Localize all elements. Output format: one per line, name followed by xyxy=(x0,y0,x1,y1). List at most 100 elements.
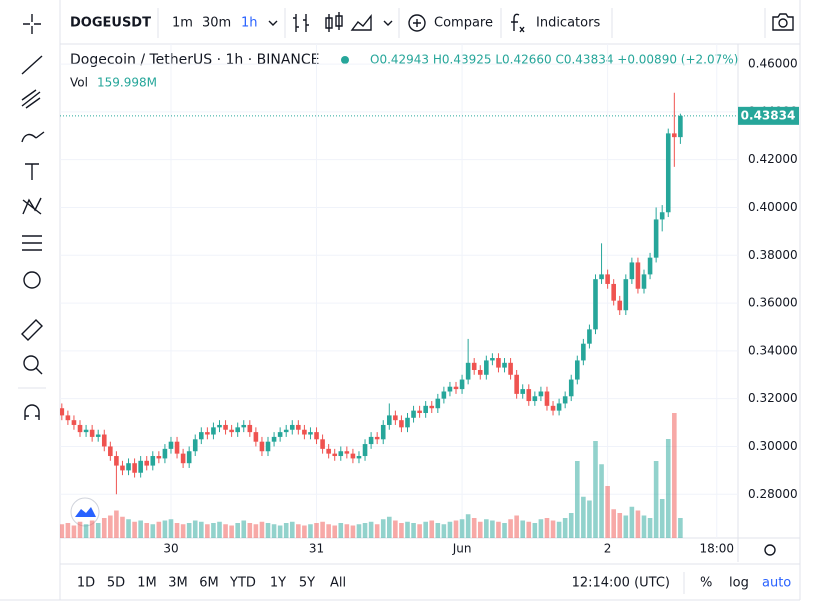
candle-body xyxy=(241,424,247,428)
volume-bar xyxy=(605,486,610,538)
volume-bar xyxy=(192,520,198,538)
range-button[interactable]: YTD xyxy=(229,576,256,591)
candle-body xyxy=(71,420,77,425)
measure-tool[interactable] xyxy=(21,319,43,341)
volume-bar xyxy=(174,523,180,538)
magnet-tool[interactable] xyxy=(24,404,40,420)
interval[interactable]: 30m xyxy=(202,16,231,31)
emoji-tool[interactable] xyxy=(23,271,41,289)
range-button[interactable]: 1D xyxy=(77,576,95,591)
candle-body xyxy=(114,456,119,466)
indicators-icon[interactable] xyxy=(511,13,525,33)
range-button[interactable]: 3M xyxy=(168,576,188,591)
trend-line-tool[interactable] xyxy=(21,55,43,75)
interval-active[interactable]: 1h xyxy=(241,16,258,31)
range-button[interactable]: All xyxy=(330,576,346,591)
candle-body xyxy=(344,451,350,454)
volume-bar xyxy=(95,523,101,538)
y-tick-label: 0.42000 xyxy=(748,152,798,166)
candle-body xyxy=(599,274,604,280)
volume-bar xyxy=(241,520,247,538)
interval[interactable]: 1m xyxy=(172,16,193,31)
volume-bar xyxy=(623,515,629,538)
logo-badge[interactable] xyxy=(70,497,100,527)
volume-bar xyxy=(144,523,150,538)
zoom-tool-handle xyxy=(35,367,43,375)
volume-bar xyxy=(490,520,495,538)
compare-plus xyxy=(413,19,421,27)
candle-body xyxy=(126,463,131,471)
candle-body xyxy=(308,432,313,435)
fib-tool[interactable] xyxy=(21,89,41,109)
style-dropdown[interactable] xyxy=(383,20,393,26)
candle-body xyxy=(386,415,392,425)
candle-body xyxy=(477,369,483,375)
candle-body xyxy=(156,456,162,459)
volume-bar xyxy=(138,520,143,538)
volume-bar xyxy=(180,524,186,538)
volume-bar xyxy=(162,520,168,538)
range-button[interactable]: 6M xyxy=(199,576,219,591)
zoom-tool[interactable] xyxy=(23,355,39,371)
volume-bar xyxy=(417,524,422,538)
volume-bar xyxy=(435,523,441,538)
volume-bar xyxy=(641,515,647,538)
range-button[interactable]: 5Y xyxy=(299,576,315,591)
candle-body xyxy=(423,405,428,414)
crosshair-tool[interactable] xyxy=(23,14,41,34)
pattern-tool[interactable] xyxy=(22,197,42,215)
brush-tool[interactable] xyxy=(21,131,45,143)
symbol[interactable]: DOGEUSDT xyxy=(70,16,151,31)
volume-bar xyxy=(508,519,513,538)
volume-bar xyxy=(338,523,344,538)
snapshot-button[interactable] xyxy=(772,13,794,31)
candle-body xyxy=(199,432,204,440)
volume-bar xyxy=(308,524,313,538)
volume-bar xyxy=(332,525,338,538)
volume-bar xyxy=(429,520,435,538)
indicators-button[interactable]: Indicators xyxy=(536,16,600,31)
range-button[interactable]: 1Y xyxy=(270,576,286,591)
volume-bar xyxy=(247,523,253,538)
volume-bar xyxy=(441,524,447,538)
compare-button[interactable]: Compare xyxy=(434,16,493,31)
candle-body xyxy=(484,360,489,375)
range-button[interactable]: 5D xyxy=(107,576,125,591)
percent-toggle[interactable]: % xyxy=(700,576,712,591)
candle-body xyxy=(380,424,386,440)
candle-body xyxy=(538,391,544,397)
volume-bar xyxy=(296,524,301,538)
volume-bar xyxy=(199,521,204,538)
x-tick-label: 30 xyxy=(163,542,178,556)
area-style[interactable] xyxy=(350,14,372,31)
candle-body xyxy=(623,279,629,311)
volume-bar xyxy=(326,524,331,538)
volume-bar xyxy=(653,461,659,538)
volume-bar xyxy=(132,521,137,538)
candle-body xyxy=(605,274,610,284)
candle-body xyxy=(429,405,435,409)
volume-bar xyxy=(562,518,568,538)
volume-bar xyxy=(629,506,635,538)
candle-body xyxy=(101,434,107,447)
auto-toggle[interactable]: auto xyxy=(762,576,791,591)
text-tool[interactable] xyxy=(25,163,39,180)
volume-bar xyxy=(532,523,538,538)
range-button[interactable]: 1M xyxy=(137,576,157,591)
candle-body xyxy=(332,453,338,457)
bars-style[interactable] xyxy=(293,14,309,32)
candle-body xyxy=(235,427,240,433)
candle-body xyxy=(490,358,495,361)
interval-dropdown[interactable] xyxy=(268,20,278,26)
last-price-box xyxy=(738,106,799,125)
settings-button[interactable] xyxy=(764,544,776,556)
candle-body xyxy=(502,362,507,368)
volume-bar xyxy=(314,523,319,538)
x-tick-label: 2 xyxy=(604,542,612,556)
candle-body xyxy=(89,429,95,437)
compare-icon[interactable] xyxy=(408,14,426,32)
prediction-tool[interactable] xyxy=(22,235,42,251)
log-toggle[interactable]: log xyxy=(729,576,749,591)
candles-style[interactable] xyxy=(325,12,343,32)
